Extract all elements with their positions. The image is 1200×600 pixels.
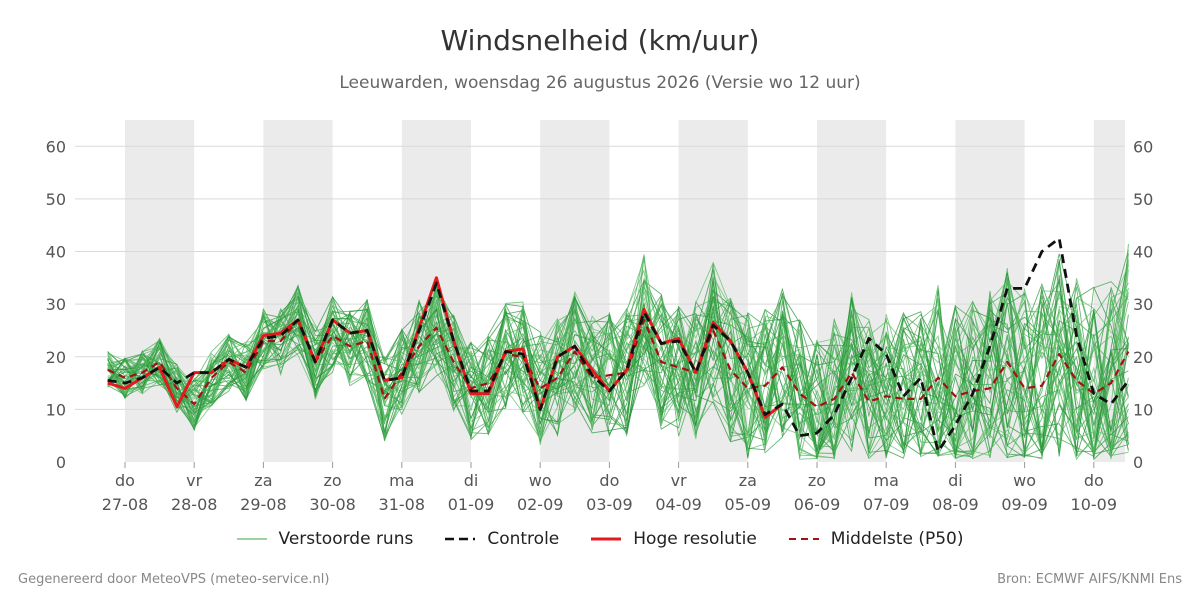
y-tick-label-right: 30 [1133, 295, 1153, 314]
y-tick-label-left: 30 [46, 295, 66, 314]
legend-swatch-median [788, 538, 819, 540]
legend-swatch-perturbed-runs [236, 538, 267, 540]
x-tick-date: 08-09 [932, 495, 979, 514]
x-tick-day: ma [874, 471, 899, 490]
x-tick-date: 01-09 [448, 495, 495, 514]
x-tick-date: 07-09 [863, 495, 910, 514]
x-tick-day: di [948, 471, 963, 490]
x-tick-date: 31-08 [379, 495, 426, 514]
chart-subtitle: Leeuwarden, woensdag 26 augustus 2026 (V… [339, 73, 861, 93]
y-tick-label-right: 50 [1133, 190, 1153, 209]
ensemble-run-line [107, 280, 1129, 460]
x-tick-day: zo [808, 471, 826, 490]
legend-swatch-control [445, 537, 476, 541]
x-tick-date: 10-09 [1071, 495, 1118, 514]
ensemble-run-line [107, 287, 1129, 450]
ensemble-run-line [107, 287, 1129, 456]
x-tick-day: za [254, 471, 272, 490]
x-tick-day: wo [529, 471, 552, 490]
legend-item-high-resolution: Hoge resolutie [591, 529, 757, 549]
wind-speed-chart: 0 0 10 10 20 20 30 30 40 40 50 50 60 60 do 27-08 vr 28-08… [46, 120, 1153, 514]
x-tick-date: 05-09 [725, 495, 772, 514]
legend-item-median: Middelste (P50) [788, 529, 964, 549]
x-tick-day: do [599, 471, 619, 490]
x-tick-day: za [739, 471, 757, 490]
y-tick-label-right: 20 [1133, 348, 1153, 367]
x-tick-day: di [464, 471, 479, 490]
legend-item-perturbed-runs: Verstoorde runs [236, 529, 414, 549]
x-tick-date: 02-09 [517, 495, 564, 514]
x-tick-date: 09-09 [1001, 495, 1048, 514]
x-tick-date: 28-08 [171, 495, 218, 514]
x-tick-day: zo [324, 471, 342, 490]
x-tick-date: 04-09 [655, 495, 702, 514]
ensemble-run-line [107, 256, 1129, 457]
y-tick-label-right: 0 [1133, 453, 1143, 472]
legend-label-median: Middelste (P50) [830, 529, 964, 549]
legend-swatch-high-resolution [591, 537, 622, 541]
ensemble-run-line [107, 298, 1129, 458]
ensemble-run-line [107, 256, 1129, 450]
legend-label-high-resolution: Hoge resolutie [633, 529, 757, 549]
x-tick-date: 27-08 [102, 495, 149, 514]
y-tick-label-left: 50 [46, 190, 66, 209]
footer-source: Bron: ECMWF AIFS/KNMI Ens [997, 572, 1182, 587]
ensemble-run-line [107, 293, 1129, 456]
x-tick-day: do [1084, 471, 1104, 490]
ensemble-run-line [107, 253, 1129, 461]
y-tick-label-right: 10 [1133, 400, 1153, 419]
chart-title: Windsnelheid (km/uur) [440, 24, 760, 57]
legend-label-control: Controle [487, 529, 560, 549]
series-line-controle [107, 236, 1130, 453]
x-tick-date: 30-08 [309, 495, 356, 514]
series-line-middelste-p50 [107, 318, 1130, 408]
y-tick-label-left: 20 [46, 348, 66, 367]
x-tick-day: wo [1013, 471, 1036, 490]
x-tick-date: 03-09 [586, 495, 633, 514]
ensemble-run-line [107, 288, 1129, 456]
y-tick-label-left: 40 [46, 243, 66, 262]
x-tick-day: vr [186, 471, 202, 490]
chart-legend: Verstoorde runs Controle Hoge resolutie … [0, 529, 1200, 549]
y-tick-label-left: 10 [46, 400, 66, 419]
y-tick-label-left: 60 [46, 137, 66, 156]
x-tick-day: ma [389, 471, 414, 490]
y-tick-label-right: 40 [1133, 243, 1153, 262]
y-tick-label-right: 60 [1133, 137, 1153, 156]
x-tick-date: 06-09 [794, 495, 841, 514]
y-tick-label-left: 0 [56, 453, 66, 472]
ensemble-run-line [107, 256, 1129, 459]
legend-item-control: Controle [445, 529, 559, 549]
ensemble-run-line [107, 277, 1129, 453]
legend-label-perturbed-runs: Verstoorde runs [278, 529, 414, 549]
footer-generated-by: Gegenereerd door MeteoVPS (meteo-service… [18, 572, 330, 587]
x-tick-day: do [115, 471, 135, 490]
ensemble-run-line [107, 243, 1129, 458]
x-tick-day: vr [671, 471, 687, 490]
x-tick-date: 29-08 [240, 495, 287, 514]
